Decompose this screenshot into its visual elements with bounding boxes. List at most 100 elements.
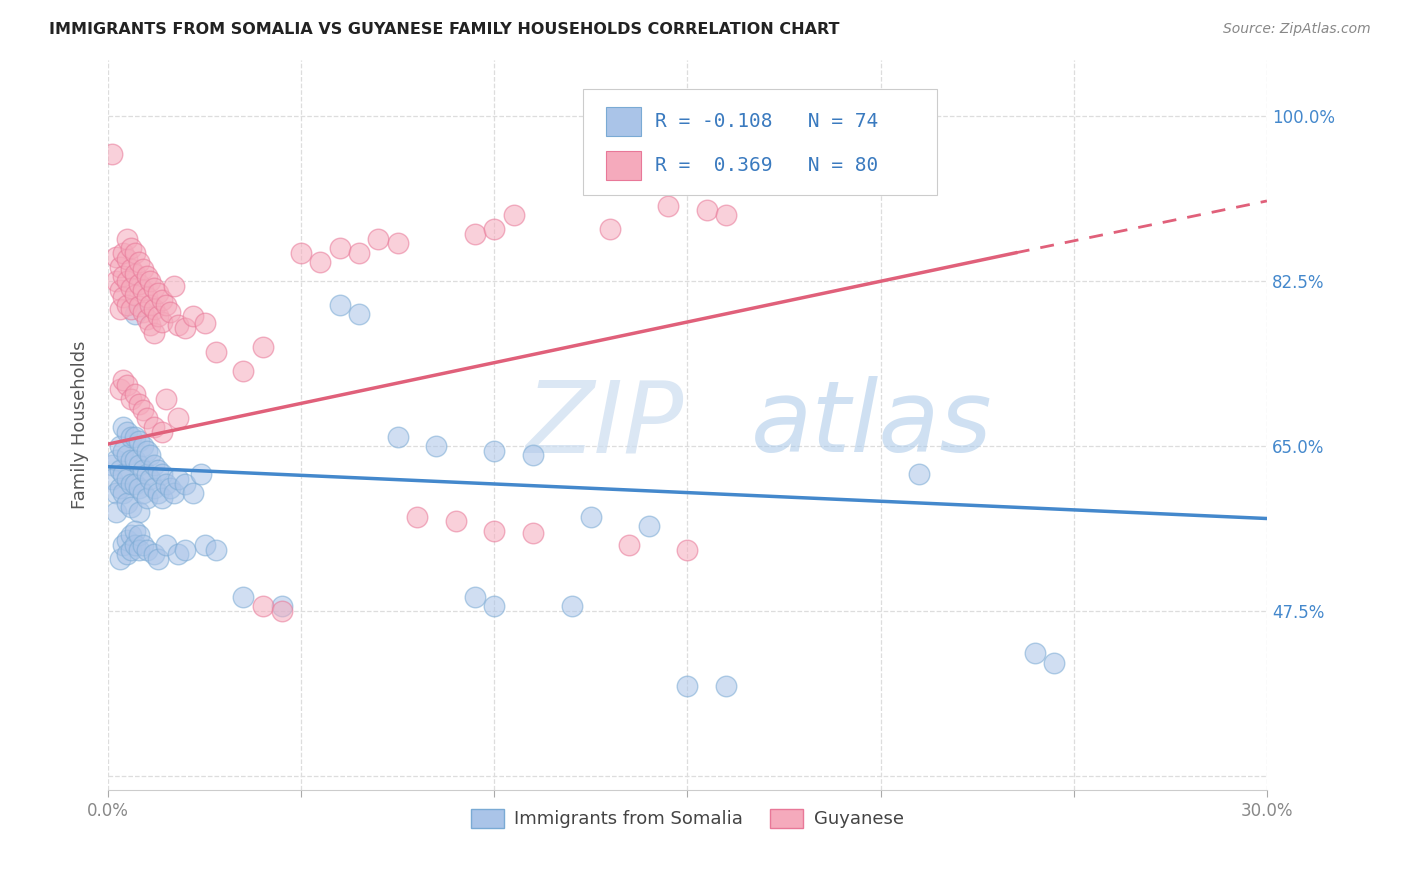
Point bbox=[139, 472, 162, 486]
Point bbox=[117, 232, 139, 246]
Point bbox=[484, 524, 506, 538]
Point bbox=[329, 241, 352, 255]
Point bbox=[309, 255, 332, 269]
Point bbox=[193, 317, 215, 331]
Point bbox=[290, 245, 312, 260]
Point bbox=[135, 443, 157, 458]
Point bbox=[502, 208, 524, 222]
Text: IMMIGRANTS FROM SOMALIA VS GUYANESE FAMILY HOUSEHOLDS CORRELATION CHART: IMMIGRANTS FROM SOMALIA VS GUYANESE FAMI… bbox=[49, 22, 839, 37]
Point bbox=[522, 525, 544, 540]
Point bbox=[619, 538, 641, 552]
Point bbox=[112, 467, 135, 482]
Point bbox=[108, 481, 131, 495]
Point bbox=[148, 486, 170, 500]
Point bbox=[166, 318, 188, 333]
Point bbox=[104, 486, 127, 500]
Point bbox=[599, 222, 621, 236]
Point bbox=[252, 599, 274, 614]
Point bbox=[174, 321, 197, 335]
Point bbox=[205, 344, 228, 359]
Bar bbox=[606, 151, 641, 180]
Point bbox=[108, 383, 131, 397]
Point bbox=[232, 590, 254, 604]
Point bbox=[150, 293, 173, 307]
Point bbox=[120, 280, 142, 294]
Point bbox=[124, 288, 146, 302]
Point bbox=[101, 146, 124, 161]
Point bbox=[150, 467, 173, 482]
Point bbox=[155, 392, 177, 406]
Point bbox=[128, 434, 150, 449]
Point bbox=[120, 241, 142, 255]
Point bbox=[252, 340, 274, 354]
Point bbox=[112, 443, 135, 458]
Point bbox=[387, 236, 409, 251]
Point bbox=[108, 462, 131, 476]
Point bbox=[190, 467, 212, 482]
Point bbox=[135, 491, 157, 505]
Point bbox=[108, 552, 131, 566]
Point bbox=[148, 462, 170, 476]
Point bbox=[159, 305, 181, 319]
Point bbox=[561, 599, 583, 614]
Point bbox=[120, 392, 142, 406]
Point bbox=[135, 269, 157, 284]
Point bbox=[181, 486, 204, 500]
Point bbox=[714, 208, 737, 222]
Point bbox=[120, 542, 142, 557]
Point bbox=[676, 679, 699, 693]
Point bbox=[139, 449, 162, 463]
Point bbox=[155, 297, 177, 311]
Point bbox=[714, 679, 737, 693]
Point bbox=[117, 472, 139, 486]
Point bbox=[132, 261, 155, 276]
Point bbox=[132, 284, 155, 298]
Point bbox=[117, 533, 139, 548]
Point bbox=[117, 274, 139, 288]
Point bbox=[484, 443, 506, 458]
Point bbox=[108, 260, 131, 274]
Point bbox=[104, 251, 127, 265]
Point bbox=[908, 467, 931, 482]
Point bbox=[367, 232, 389, 246]
Point bbox=[143, 420, 166, 434]
Point bbox=[347, 307, 370, 321]
Point bbox=[166, 547, 188, 561]
Point bbox=[143, 302, 166, 317]
Point bbox=[155, 538, 177, 552]
Point bbox=[150, 491, 173, 505]
Point bbox=[117, 425, 139, 439]
Point bbox=[101, 458, 124, 472]
Point bbox=[128, 505, 150, 519]
Point bbox=[128, 300, 150, 314]
Point bbox=[143, 547, 166, 561]
Point bbox=[120, 261, 142, 276]
Point bbox=[124, 245, 146, 260]
Point bbox=[117, 297, 139, 311]
Point bbox=[232, 363, 254, 377]
Point bbox=[329, 297, 352, 311]
Point bbox=[148, 309, 170, 323]
Point bbox=[135, 467, 157, 482]
Point bbox=[135, 410, 157, 425]
FancyBboxPatch shape bbox=[583, 89, 936, 194]
Point bbox=[579, 509, 602, 524]
Point bbox=[150, 315, 173, 329]
Point bbox=[108, 439, 131, 453]
Point bbox=[181, 309, 204, 323]
Point bbox=[124, 387, 146, 401]
Point bbox=[112, 373, 135, 387]
Point bbox=[117, 547, 139, 561]
Point bbox=[132, 462, 155, 476]
Point bbox=[124, 268, 146, 282]
Point bbox=[155, 476, 177, 491]
Point bbox=[112, 269, 135, 284]
Point bbox=[132, 305, 155, 319]
Text: atlas: atlas bbox=[751, 376, 993, 474]
Point bbox=[117, 252, 139, 267]
Text: R =  0.369   N = 80: R = 0.369 N = 80 bbox=[655, 156, 879, 175]
Point bbox=[120, 528, 142, 542]
Point bbox=[444, 514, 467, 528]
Point bbox=[120, 453, 142, 467]
Point bbox=[112, 420, 135, 434]
